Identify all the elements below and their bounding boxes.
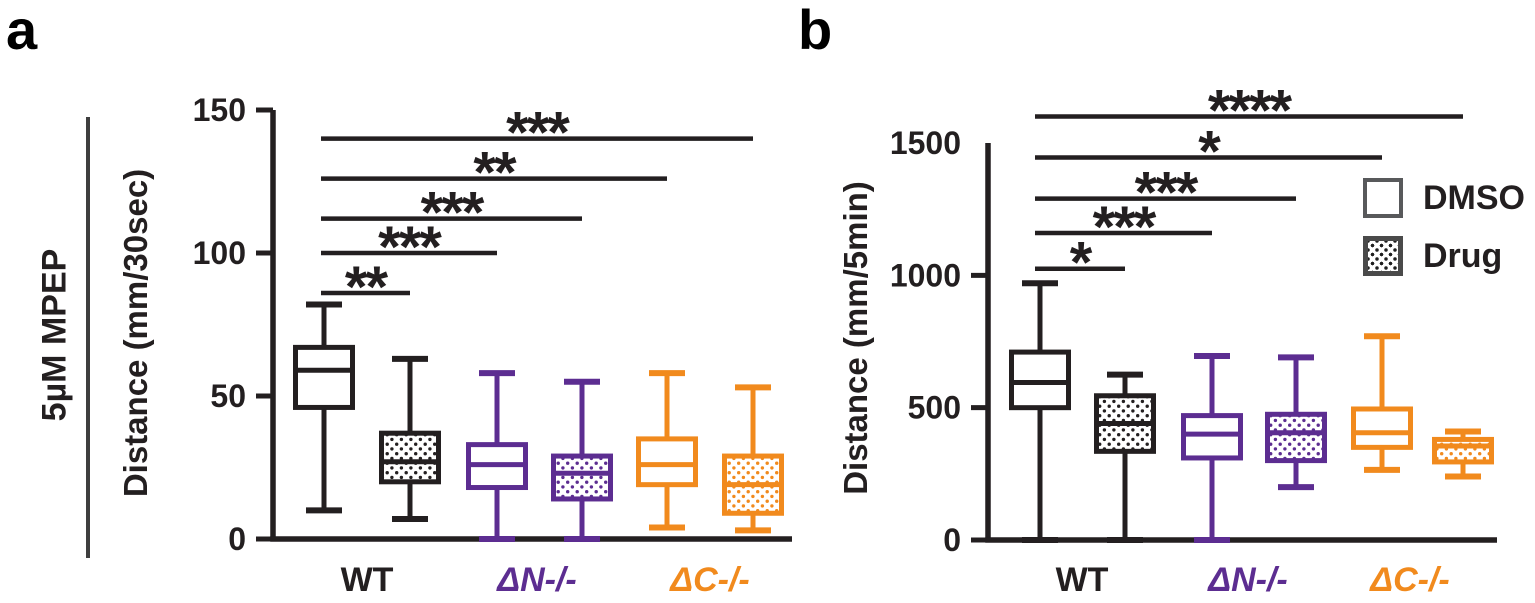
iqr-box — [1009, 349, 1071, 411]
significance-stars: *** — [506, 101, 570, 166]
iqr-box — [293, 344, 355, 410]
box-delta-c-drug — [722, 384, 784, 534]
y-tick-label: 500 — [908, 390, 961, 426]
y-axis-label-b: Distance (mm/5min) — [837, 181, 874, 495]
legend-item-dmso: DMSO — [1363, 178, 1525, 218]
significance-stars: *** — [1135, 161, 1199, 226]
legend-label-dmso: DMSO — [1423, 178, 1525, 217]
significance-stars: *** — [378, 215, 442, 280]
iqr-box — [1432, 436, 1494, 465]
treatment-annotation: 5µM MPEP — [35, 248, 74, 422]
y-tick-label: 1500 — [890, 125, 961, 161]
box-delta-n-dmso — [466, 370, 528, 542]
box-delta-c-dmso — [1351, 333, 1413, 473]
x-group-label-wt: WT — [1056, 561, 1109, 599]
iqr-box — [1351, 406, 1413, 450]
iqr-box — [551, 453, 613, 502]
iqr-box — [1181, 413, 1243, 461]
x-group-label-wt: WT — [341, 561, 394, 599]
legend-label-drug: Drug — [1423, 236, 1503, 275]
y-tick-label: 50 — [210, 378, 246, 414]
significance-stars: ** — [473, 141, 517, 206]
panel-b-label: b — [798, 0, 833, 61]
box-delta-c-drug — [1432, 428, 1494, 480]
iqr-box — [636, 436, 698, 488]
y-tick-label: 1000 — [890, 257, 961, 293]
y-axis-label-a: Distance (mm/30sec) — [117, 168, 154, 498]
treatment-bracket-line — [86, 117, 90, 558]
significance-stars: ** — [345, 255, 389, 320]
box-delta-c-dmso — [636, 370, 698, 531]
x-group-label-delta-n: ΔN-/- — [495, 561, 576, 599]
legend-item-drug: Drug — [1363, 236, 1525, 276]
box-wt-drug — [379, 355, 441, 522]
significance-stars: **** — [1208, 79, 1293, 144]
x-group-label-delta-c: ΔC-/- — [1368, 561, 1449, 599]
x-group-label-delta-c: ΔC-/- — [668, 561, 749, 599]
box-wt-dmso — [1009, 280, 1071, 543]
box-wt-dmso — [293, 301, 355, 514]
y-tick-label: 100 — [193, 235, 246, 271]
y-tick-label: 150 — [193, 92, 246, 128]
box-delta-n-dmso — [1181, 353, 1243, 543]
box-delta-n-drug — [1265, 354, 1327, 491]
significance-stars: *** — [1093, 195, 1157, 260]
y-tick-label: 0 — [228, 521, 246, 557]
legend-swatch-open-icon — [1363, 178, 1403, 218]
box-wt-drug — [1094, 371, 1156, 543]
panel-a-label: a — [6, 0, 38, 61]
iqr-box — [379, 430, 441, 485]
iqr-box — [1265, 411, 1327, 464]
legend-swatch-dotted-icon — [1363, 236, 1403, 276]
significance-stars: *** — [421, 181, 485, 246]
legend: DMSO Drug — [1363, 178, 1525, 294]
y-tick-label: 0 — [943, 522, 961, 558]
x-group-label-delta-n: ΔN-/- — [1206, 561, 1287, 599]
box-delta-n-drug — [551, 378, 613, 542]
significance-stars: * — [1070, 231, 1093, 296]
